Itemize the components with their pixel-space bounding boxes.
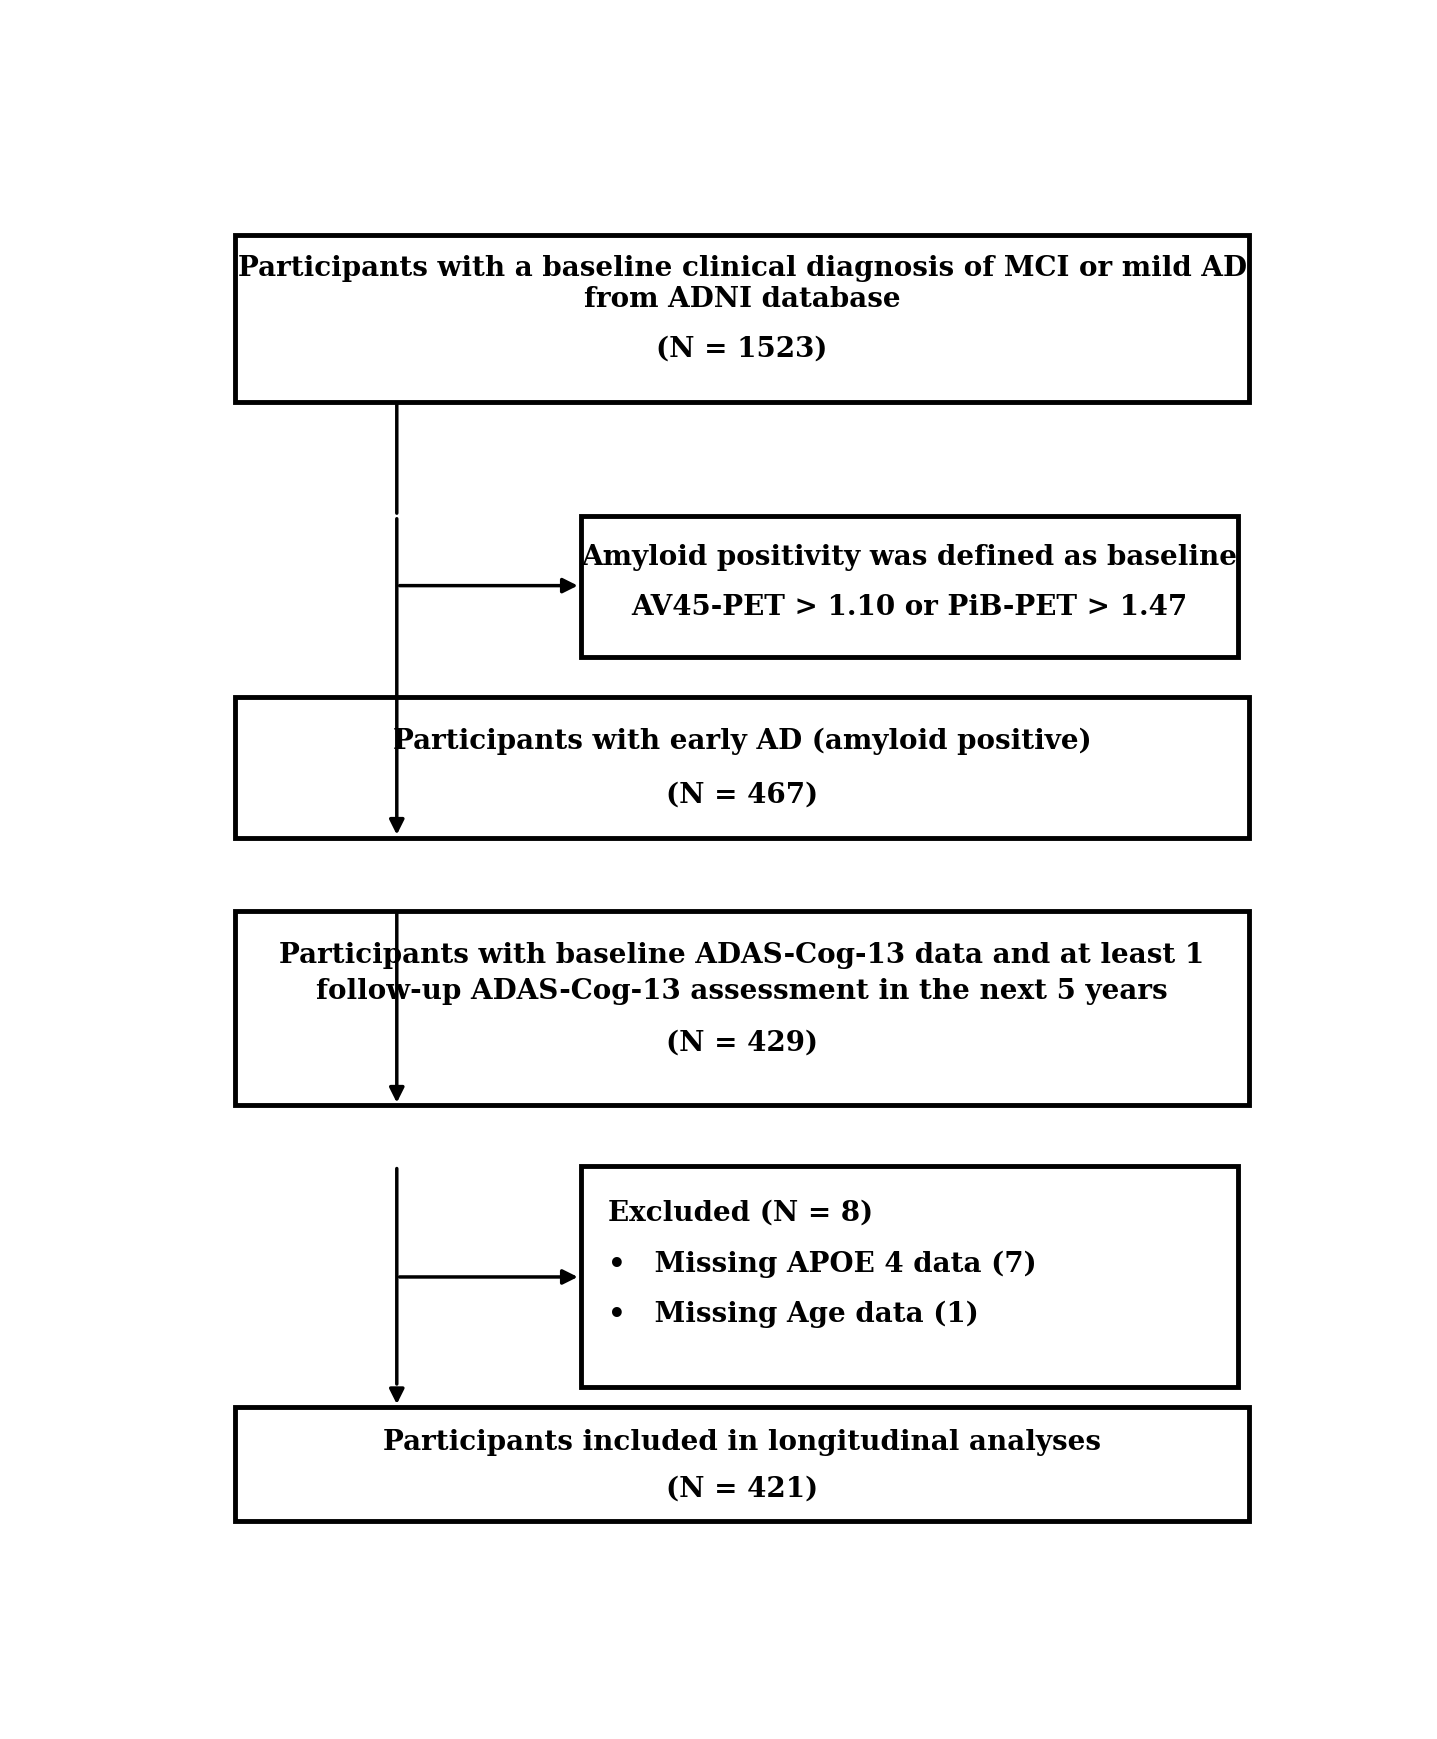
Text: AV45-PET > 1.10 or PiB-PET > 1.47: AV45-PET > 1.10 or PiB-PET > 1.47 — [631, 593, 1187, 621]
Text: Amyloid positivity was defined as baseline: Amyloid positivity was defined as baseli… — [581, 544, 1237, 570]
Text: Participants with baseline ADAS-Cog-13 data and at least 1: Participants with baseline ADAS-Cog-13 d… — [279, 943, 1204, 969]
FancyBboxPatch shape — [236, 697, 1249, 838]
FancyBboxPatch shape — [581, 1167, 1237, 1388]
Text: (N = 421): (N = 421) — [665, 1475, 818, 1501]
Text: (N = 1523): (N = 1523) — [657, 336, 828, 362]
FancyBboxPatch shape — [236, 235, 1249, 403]
Text: •   Missing Age data (1): • Missing Age data (1) — [608, 1301, 979, 1327]
FancyBboxPatch shape — [236, 1407, 1249, 1522]
Text: from ADNI database: from ADNI database — [583, 285, 901, 313]
Text: Participants with early AD (amyloid positive): Participants with early AD (amyloid posi… — [392, 727, 1091, 755]
FancyBboxPatch shape — [581, 516, 1237, 657]
Text: Excluded (N = 8): Excluded (N = 8) — [608, 1198, 874, 1226]
Text: (N = 467): (N = 467) — [665, 781, 818, 809]
Text: Participants included in longitudinal analyses: Participants included in longitudinal an… — [384, 1428, 1101, 1456]
Text: follow-up ADAS-Cog-13 assessment in the next 5 years: follow-up ADAS-Cog-13 assessment in the … — [316, 977, 1168, 1005]
Text: Participants with a baseline clinical diagnosis of MCI or mild AD: Participants with a baseline clinical di… — [237, 256, 1246, 282]
Text: •   Missing APOE 4 data (7): • Missing APOE 4 data (7) — [608, 1250, 1038, 1276]
FancyBboxPatch shape — [236, 911, 1249, 1106]
Text: (N = 429): (N = 429) — [665, 1029, 818, 1056]
